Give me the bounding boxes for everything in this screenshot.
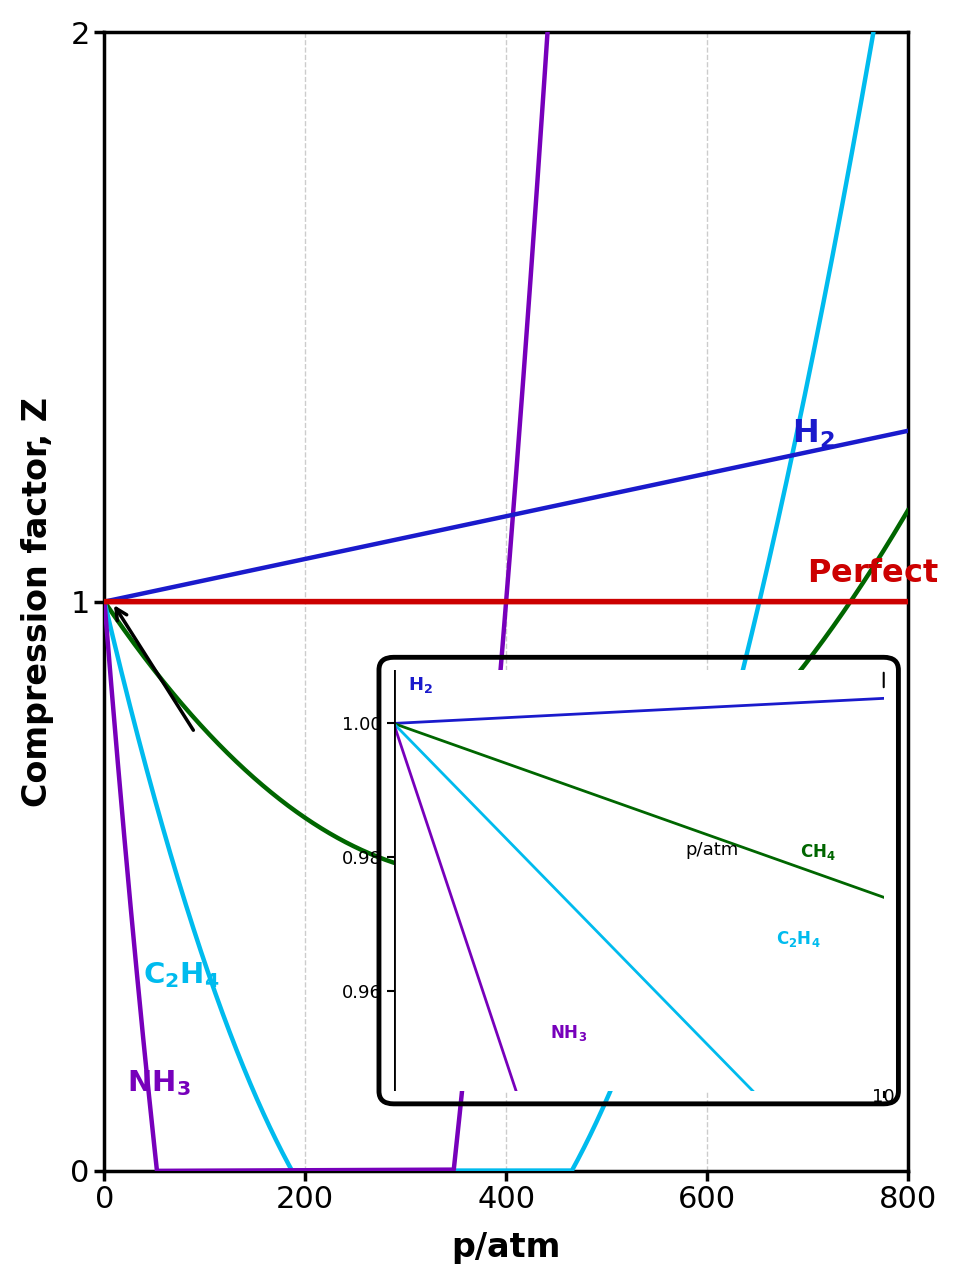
- Text: $\mathbf{CH_4}$: $\mathbf{CH_4}$: [466, 730, 533, 763]
- Text: $\mathbf{H_2}$: $\mathbf{H_2}$: [792, 418, 835, 450]
- Y-axis label: Compression factor, Z: Compression factor, Z: [21, 397, 54, 807]
- X-axis label: p/atm: p/atm: [452, 1231, 561, 1264]
- Text: $\mathbf{C_2H_4}$: $\mathbf{C_2H_4}$: [142, 960, 220, 989]
- Text: $\mathbf{NH_3}$: $\mathbf{NH_3}$: [127, 1068, 190, 1097]
- Text: $\mathbf{Perfect}$: $\mathbf{Perfect}$: [807, 558, 939, 589]
